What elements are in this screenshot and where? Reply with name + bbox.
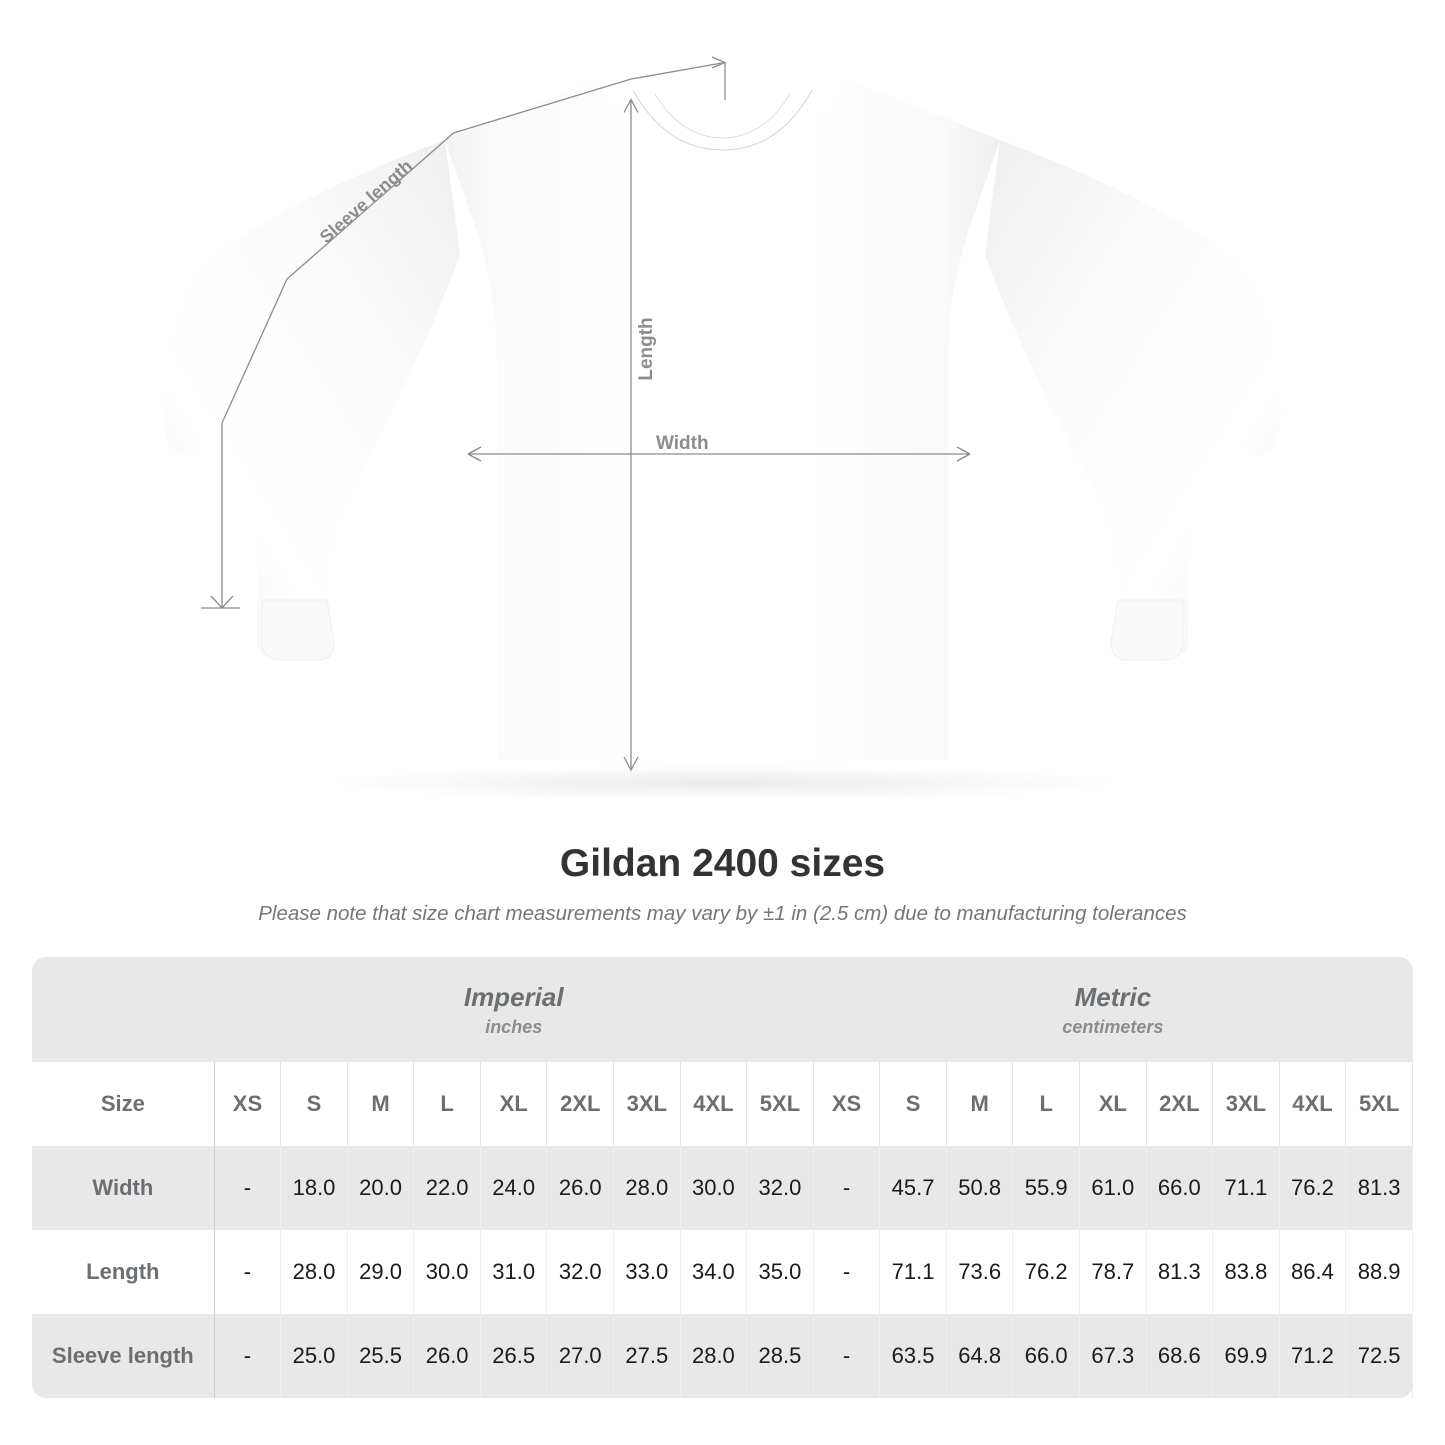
svg-text:Width: Width (656, 433, 709, 454)
svg-text:Length: Length (636, 317, 657, 380)
